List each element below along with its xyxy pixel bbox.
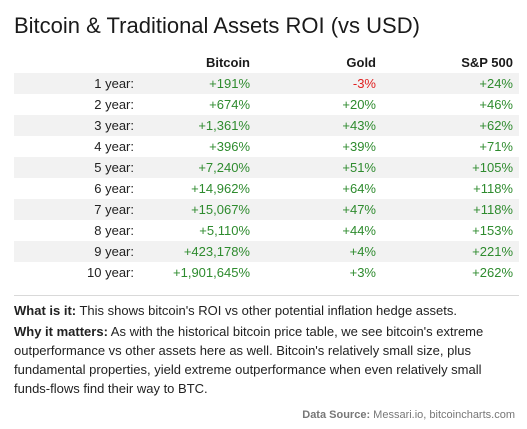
bitcoin-cell: +423,178% xyxy=(183,244,250,259)
sp500-cell: +62% xyxy=(479,118,513,133)
bitcoin-cell: +1,361% xyxy=(198,118,250,133)
why-it-matters-label: Why it matters: xyxy=(14,324,108,339)
period-cell: 8 year: xyxy=(94,223,134,238)
gold-cell: +47% xyxy=(342,202,376,217)
gold-cell: +51% xyxy=(342,160,376,175)
table-row: 1 year: +191% -3% +24% xyxy=(14,73,519,94)
sp500-cell: +221% xyxy=(472,244,513,259)
data-source: Data Source: Messari.io, bitcoincharts.c… xyxy=(302,409,515,421)
gold-cell: +4% xyxy=(349,244,376,259)
bitcoin-cell: +15,067% xyxy=(191,202,250,217)
period-cell: 6 year: xyxy=(94,181,134,196)
column-header-sp500: S&P 500 xyxy=(461,55,513,70)
data-source-text: Messari.io, bitcoincharts.com xyxy=(370,409,515,421)
bitcoin-cell: +674% xyxy=(209,97,250,112)
period-cell: 4 year: xyxy=(94,139,134,154)
bitcoin-cell: +1,901,645% xyxy=(173,265,250,280)
gold-cell: +64% xyxy=(342,181,376,196)
sp500-cell: +46% xyxy=(479,97,513,112)
table-row: 4 year: +396% +39% +71% xyxy=(14,136,519,157)
table-row: 10 year: +1,901,645% +3% +262% xyxy=(14,262,519,283)
gold-cell: +43% xyxy=(342,118,376,133)
sp500-cell: +262% xyxy=(472,265,513,280)
period-cell: 7 year: xyxy=(94,202,134,217)
gold-cell: +39% xyxy=(342,139,376,154)
period-cell: 3 year: xyxy=(94,118,134,133)
bitcoin-cell: +7,240% xyxy=(198,160,250,175)
gold-cell: -3% xyxy=(352,76,376,91)
table-row: 3 year: +1,361% +43% +62% xyxy=(14,115,519,136)
bitcoin-cell: +396% xyxy=(209,139,250,154)
table-row: 9 year: +423,178% +4% +221% xyxy=(14,241,519,262)
gold-cell: +20% xyxy=(342,97,376,112)
period-cell: 10 year: xyxy=(87,265,134,280)
what-is-it-label: What is it: xyxy=(14,303,77,318)
table-row: 2 year: +674% +20% +46% xyxy=(14,94,519,115)
sp500-cell: +118% xyxy=(473,202,513,217)
bitcoin-cell: +14,962% xyxy=(191,181,250,196)
gold-cell: +3% xyxy=(349,265,376,280)
bitcoin-cell: +191% xyxy=(209,76,250,91)
data-source-label: Data Source: xyxy=(302,409,371,421)
why-it-matters-text: As with the historical bitcoin price tab… xyxy=(14,324,484,396)
sp500-cell: +153% xyxy=(472,223,513,238)
table-row: 7 year: +15,067% +47% +118% xyxy=(14,199,519,220)
page-title: Bitcoin & Traditional Assets ROI (vs USD… xyxy=(14,13,420,38)
divider xyxy=(14,295,519,296)
roi-table: Bitcoin Gold S&P 500 1 year: +191% -3% +24%… xyxy=(14,52,519,283)
column-header-gold: Gold xyxy=(346,55,376,70)
period-cell: 5 year: xyxy=(94,160,134,175)
sp500-cell: +105% xyxy=(472,160,513,175)
why-it-matters-paragraph: Why it matters: As with the historical b… xyxy=(14,322,514,398)
table-row: 8 year: +5,110% +44% +153% xyxy=(14,220,519,241)
table-row: 5 year: +7,240% +51% +105% xyxy=(14,157,519,178)
sp500-cell: +24% xyxy=(479,76,513,91)
period-cell: 2 year: xyxy=(94,97,134,112)
table-body: 1 year: +191% -3% +24% 2 year: +674% +20% +46% 3… xyxy=(14,73,519,283)
column-header-bitcoin: Bitcoin xyxy=(205,55,250,70)
table-header-row: Bitcoin Gold S&P 500 xyxy=(14,52,519,73)
sp500-cell: +71% xyxy=(479,139,513,154)
gold-cell: +44% xyxy=(342,223,376,238)
bitcoin-cell: +5,110% xyxy=(199,223,250,238)
what-is-it-text: This shows bitcoin's ROI vs other potent… xyxy=(76,303,457,318)
what-is-it-paragraph: What is it: This shows bitcoin's ROI vs … xyxy=(14,301,514,320)
period-cell: 9 year: xyxy=(94,244,134,259)
period-cell: 1 year: xyxy=(94,76,134,91)
sp500-cell: +118% xyxy=(473,181,513,196)
table-row: 6 year: +14,962% +64% +118% xyxy=(14,178,519,199)
